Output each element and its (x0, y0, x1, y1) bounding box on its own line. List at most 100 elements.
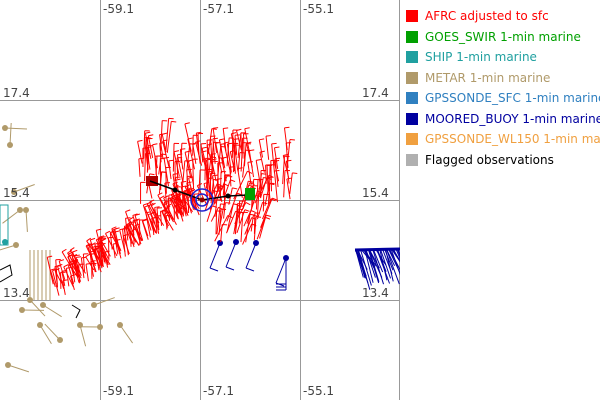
lon-label-top-2: -57.1 (203, 2, 235, 16)
wind-barb (67, 254, 80, 277)
wind-barb (69, 247, 86, 274)
lat-label-left-1: 17.4 (3, 86, 30, 100)
storm-track (149, 180, 255, 212)
legend-item-ship[interactable]: SHIP 1-min marine (406, 47, 600, 68)
wind-barb (289, 172, 298, 194)
legend-item-moored-buoy[interactable]: MOORED_BUOY 1-min marine (406, 109, 600, 130)
wind-barb (210, 206, 224, 222)
ship-track (0, 204, 9, 246)
wind-barb (184, 150, 192, 179)
wind-barb (206, 156, 217, 187)
lon-label-bottom-2: -57.1 (203, 384, 235, 398)
wind-barb (258, 138, 265, 158)
lon-label-bottom-1: -59.1 (103, 384, 135, 398)
wind-barb (125, 209, 135, 236)
wind-barb (253, 216, 262, 241)
wind-barb (209, 135, 216, 159)
wind-barb (232, 142, 239, 174)
lat-label-left-2: 15.4 (3, 186, 30, 200)
wind-barb (214, 215, 233, 242)
legend-item-metar[interactable]: METAR 1-min marine (406, 68, 600, 89)
wind-barb (176, 153, 184, 183)
legend-item-afrc[interactable]: AFRC adjusted to sfc (406, 6, 600, 27)
wind-barb (192, 134, 199, 156)
wind-barb (144, 131, 152, 159)
wind-barb (168, 159, 174, 180)
wind-barb (183, 189, 190, 214)
wind-barb (265, 135, 272, 160)
wind-barb (171, 196, 180, 214)
legend-item-goes-swir[interactable]: GOES_SWIR 1-min marine (406, 27, 600, 48)
wind-barb (240, 211, 248, 243)
moored-buoy-observations (209, 239, 400, 291)
legend-swatch (406, 112, 418, 125)
wind-barb (179, 148, 186, 170)
wind-barb (63, 264, 74, 288)
wind-barb (108, 237, 114, 261)
wind-barb (212, 127, 219, 153)
wind-barb (85, 243, 97, 266)
legend-label: METAR 1-min marine (425, 70, 551, 85)
lon-label-bottom-3: -55.1 (303, 384, 335, 398)
wind-barb (176, 193, 182, 214)
wind-barb (184, 122, 192, 152)
wind-barb (216, 203, 226, 235)
wind-barb (256, 216, 271, 240)
legend-swatch (406, 133, 418, 146)
lat-label-right-2: 15.4 (362, 186, 389, 200)
wind-barb (217, 162, 223, 192)
wind-barb (210, 153, 216, 175)
wind-barb (268, 164, 276, 192)
legend-item-gpssonde-sfc[interactable]: GPSSONDE_SFC 1-min marine (406, 88, 600, 109)
track-point (172, 187, 178, 193)
wind-barb (260, 177, 272, 198)
wind-barb (111, 228, 120, 251)
wind-barb (62, 279, 68, 295)
wind-barb (236, 209, 250, 234)
wind-barb (286, 139, 295, 167)
wind-barb (220, 223, 228, 243)
legend-swatch (406, 92, 418, 105)
wind-barb (85, 253, 95, 271)
legend-swatch (406, 51, 418, 64)
wind-barb (134, 223, 142, 245)
wind-barb (164, 201, 170, 222)
afrc-wind-barbs (46, 117, 298, 296)
legend-swatch (406, 10, 418, 23)
wind-barb (209, 183, 222, 199)
wind-barb (125, 224, 133, 244)
wind-barb (165, 214, 172, 230)
wind-barb (155, 215, 161, 233)
wind-barb (91, 245, 99, 264)
wind-barb (237, 132, 246, 159)
coastline (0, 264, 13, 283)
ship-station (2, 239, 8, 245)
wind-barb (147, 134, 154, 159)
wind-barb (256, 201, 268, 220)
lon-label-top-3: -55.1 (303, 2, 335, 16)
wind-barb (140, 181, 146, 204)
wind-barb (159, 133, 165, 160)
legend-label: Flagged observations (425, 152, 554, 167)
legend-swatch (406, 153, 418, 166)
legend-swatch (406, 30, 418, 43)
legend-item-gpssonde-wl150[interactable]: GPSSONDE_WL150 1-min mar (406, 129, 600, 150)
wind-barb (119, 228, 126, 253)
wind-barb (243, 143, 252, 167)
wind-barb (245, 213, 255, 243)
wind-barb (55, 258, 61, 288)
wind-barb (243, 209, 256, 227)
wind-barb (82, 253, 89, 272)
legend: AFRC adjusted to sfc GOES_SWIR 1-min mar… (406, 6, 600, 170)
wind-barb (249, 190, 263, 213)
wind-barb (156, 207, 163, 231)
legend-label: SHIP 1-min marine (425, 50, 537, 65)
wind-barb (148, 202, 159, 224)
legend-item-flagged[interactable]: Flagged observations (406, 150, 600, 171)
ship-observations (0, 204, 81, 319)
legend-label: GPSSONDE_WL150 1-min mar (425, 132, 600, 147)
map-canvas[interactable] (0, 0, 400, 400)
wind-barb (245, 141, 253, 168)
wind-barb (244, 127, 250, 151)
wind-barb (273, 170, 280, 203)
